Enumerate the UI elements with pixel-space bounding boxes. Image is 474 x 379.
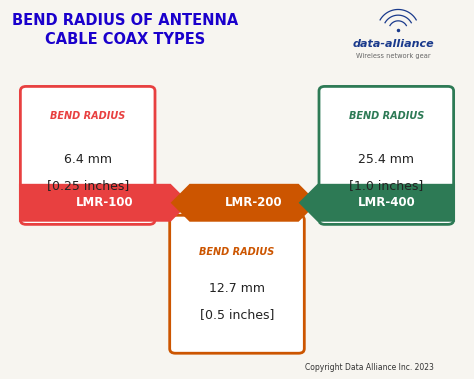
Text: 6.4 mm: 6.4 mm bbox=[64, 153, 112, 166]
Text: data-alliance: data-alliance bbox=[353, 39, 434, 49]
Text: [1.0 inches]: [1.0 inches] bbox=[349, 179, 423, 192]
FancyBboxPatch shape bbox=[319, 86, 454, 224]
Text: BEND RADIUS OF ANTENNA: BEND RADIUS OF ANTENNA bbox=[12, 13, 239, 28]
Text: CABLE COAX TYPES: CABLE COAX TYPES bbox=[46, 32, 206, 47]
Polygon shape bbox=[19, 184, 190, 222]
Text: Copyright Data Alliance Inc. 2023: Copyright Data Alliance Inc. 2023 bbox=[305, 363, 434, 372]
Text: [0.5 inches]: [0.5 inches] bbox=[200, 308, 274, 321]
Text: LMR-100: LMR-100 bbox=[75, 196, 133, 209]
Text: LMR-200: LMR-200 bbox=[225, 196, 283, 209]
Text: BEND RADIUS: BEND RADIUS bbox=[50, 111, 125, 121]
Text: 12.7 mm: 12.7 mm bbox=[209, 282, 265, 294]
Text: Wireless network gear: Wireless network gear bbox=[356, 53, 431, 59]
Text: BEND RADIUS: BEND RADIUS bbox=[349, 111, 424, 121]
Text: 25.4 mm: 25.4 mm bbox=[358, 153, 414, 166]
Text: [0.25 inches]: [0.25 inches] bbox=[46, 179, 129, 192]
Text: BEND RADIUS: BEND RADIUS bbox=[200, 247, 274, 257]
Text: LMR-400: LMR-400 bbox=[357, 196, 415, 209]
Polygon shape bbox=[299, 184, 455, 222]
FancyBboxPatch shape bbox=[170, 215, 304, 353]
FancyBboxPatch shape bbox=[20, 86, 155, 224]
Polygon shape bbox=[171, 184, 318, 222]
